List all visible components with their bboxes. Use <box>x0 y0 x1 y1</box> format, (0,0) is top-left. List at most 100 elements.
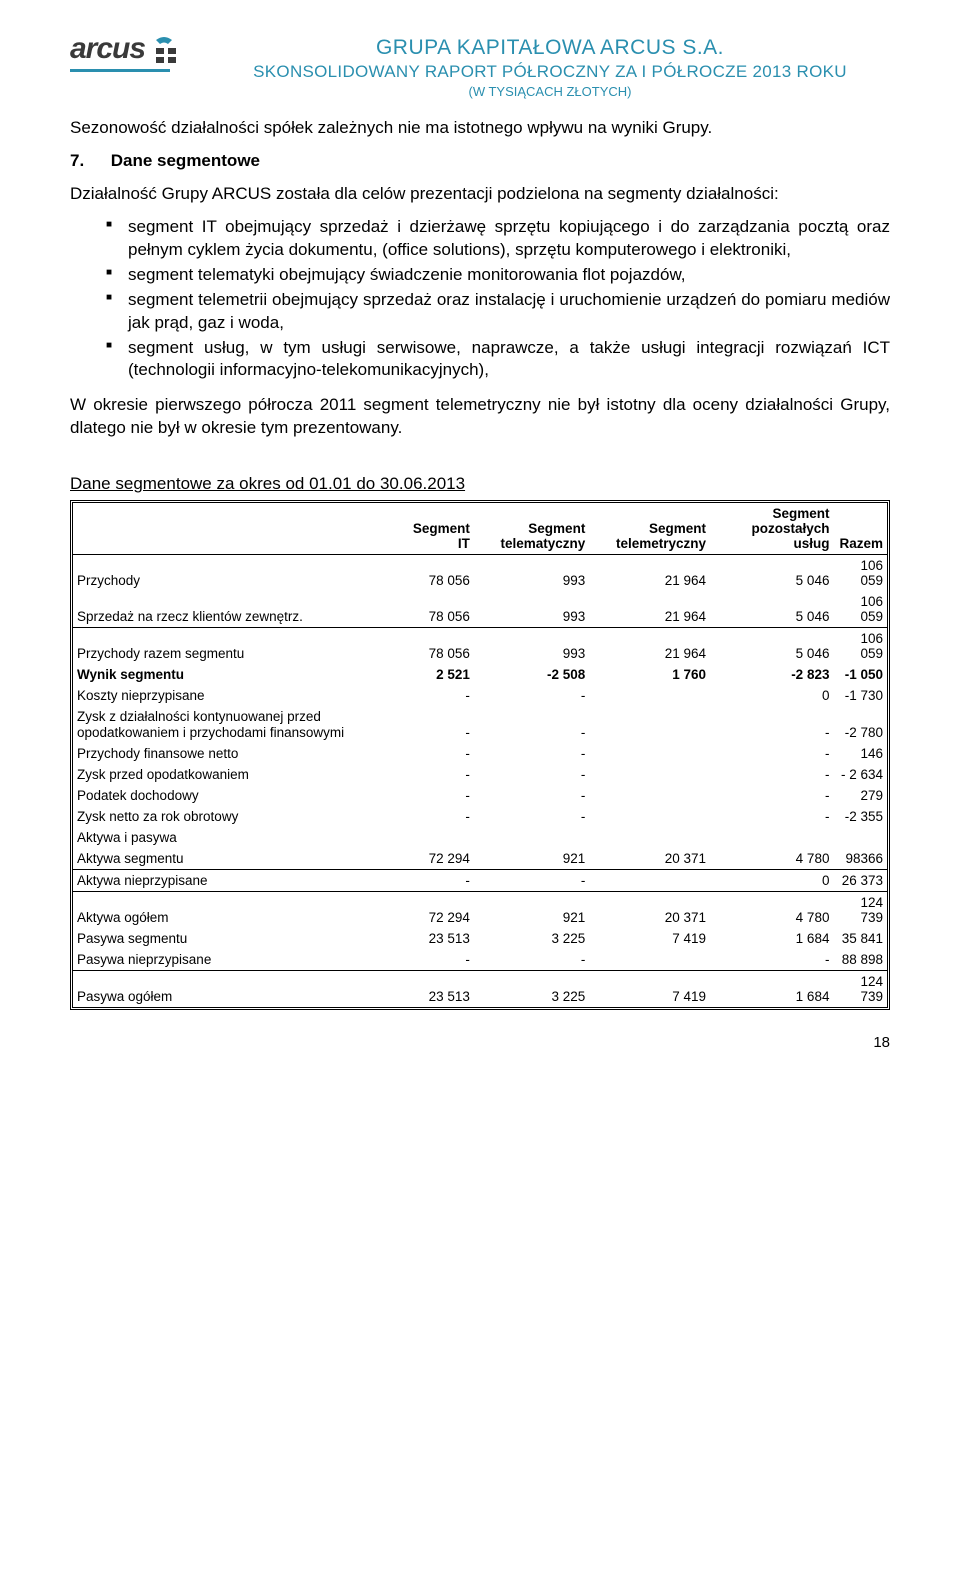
cell-value: - <box>403 764 474 785</box>
cell-value: - <box>403 785 474 806</box>
row-label: Przychody finansowe netto <box>73 743 403 764</box>
cell-value: 146 <box>833 743 887 764</box>
row-label: Pasywa nieprzypisane <box>73 949 403 971</box>
row-label: Aktywa nieprzypisane <box>73 870 403 892</box>
cell-value <box>710 827 833 848</box>
row-label: Aktywa ogółem <box>73 892 403 929</box>
col-header <box>73 503 403 555</box>
table-row: Przychody razem segmentu78 05699321 9645… <box>73 628 887 665</box>
col-header: Segment pozostałych usług <box>710 503 833 555</box>
row-label: Pasywa ogółem <box>73 971 403 1008</box>
table-row: Podatek dochodowy---279 <box>73 785 887 806</box>
table-row: Sprzedaż na rzecz klientów zewnętrz.78 0… <box>73 591 887 628</box>
cell-value: 3 225 <box>474 928 589 949</box>
col-header: Segment telemetryczny <box>589 503 710 555</box>
cell-value: -2 780 <box>833 706 887 743</box>
table-row: Aktywa nieprzypisane--026 373 <box>73 870 887 892</box>
cell-value: - <box>403 706 474 743</box>
logo-icon <box>150 36 184 71</box>
section-number: 7. <box>70 150 106 173</box>
table-row: Pasywa ogółem23 5133 2257 4191 684124 73… <box>73 971 887 1008</box>
cell-value <box>589 949 710 971</box>
cell-value: - <box>710 764 833 785</box>
col-header: Segment IT <box>403 503 474 555</box>
cell-value: - <box>403 949 474 971</box>
cell-value: 993 <box>474 628 589 665</box>
cell-value: 4 780 <box>710 892 833 929</box>
bullet-item: segment telematyki obejmujący świadczeni… <box>70 264 890 287</box>
cell-value: 78 056 <box>403 555 474 592</box>
cell-value: - <box>403 870 474 892</box>
segment-table-frame: Segment IT Segment telematyczny Segment … <box>70 500 890 1010</box>
cell-value: 7 419 <box>589 928 710 949</box>
table-row: Aktywa ogółem72 29492120 3714 780124 739 <box>73 892 887 929</box>
table-header-row: Segment IT Segment telematyczny Segment … <box>73 503 887 555</box>
cell-value: 124 739 <box>833 971 887 1008</box>
table-row: Przychody finansowe netto---146 <box>73 743 887 764</box>
bullet-item: segment usług, w tym usługi serwisowe, n… <box>70 337 890 383</box>
row-label: Zysk przed opodatkowaniem <box>73 764 403 785</box>
bullet-list: segment IT obejmujący sprzedaż i dzierża… <box>70 216 890 383</box>
cell-value: 0 <box>710 685 833 706</box>
header-title-1: GRUPA KAPITAŁOWA ARCUS S.A. <box>210 36 890 60</box>
cell-value <box>589 685 710 706</box>
cell-value <box>589 806 710 827</box>
cell-value: 72 294 <box>403 848 474 870</box>
row-label: Przychody <box>73 555 403 592</box>
row-label: Zysk netto za rok obrotowy <box>73 806 403 827</box>
cell-value: 106 059 <box>833 555 887 592</box>
row-label: Aktywa i pasywa <box>73 827 403 848</box>
cell-value: - <box>403 806 474 827</box>
cell-value: 20 371 <box>589 848 710 870</box>
cell-value: - <box>474 706 589 743</box>
page-header: arcus GRUPA KAPITAŁOWA ARCUS S.A. SKONSO… <box>70 32 890 99</box>
bullet-item: segment IT obejmujący sprzedaż i dzierża… <box>70 216 890 262</box>
cell-value: - <box>474 743 589 764</box>
cell-value: 993 <box>474 591 589 628</box>
table-title: Dane segmentowe za okres od 01.01 do 30.… <box>70 474 890 494</box>
table-row: Aktywa i pasywa <box>73 827 887 848</box>
header-title-2: SKONSOLIDOWANY RAPORT PÓŁROCZNY ZA I PÓŁ… <box>210 62 890 82</box>
cell-value: -2 508 <box>474 664 589 685</box>
cell-value: - <box>710 949 833 971</box>
cell-value: - <box>474 870 589 892</box>
table-row: Pasywa nieprzypisane---88 898 <box>73 949 887 971</box>
cell-value: 88 898 <box>833 949 887 971</box>
intro-paragraph: Sezonowość działalności spółek zależnych… <box>70 117 890 140</box>
table-row: Zysk przed opodatkowaniem---- 2 634 <box>73 764 887 785</box>
cell-value: 0 <box>710 870 833 892</box>
cell-value: 21 964 <box>589 628 710 665</box>
cell-value: - <box>710 785 833 806</box>
cell-value <box>589 743 710 764</box>
cell-value: 106 059 <box>833 591 887 628</box>
table-row: Zysk netto za rok obrotowy----2 355 <box>73 806 887 827</box>
cell-value: 124 739 <box>833 892 887 929</box>
row-label: Podatek dochodowy <box>73 785 403 806</box>
col-header: Razem <box>833 503 887 555</box>
row-label: Aktywa segmentu <box>73 848 403 870</box>
cell-value <box>833 827 887 848</box>
cell-value: - 2 634 <box>833 764 887 785</box>
cell-value: -1 050 <box>833 664 887 685</box>
cell-value: 78 056 <box>403 628 474 665</box>
bullet-item: segment telemetrii obejmujący sprzedaż o… <box>70 289 890 335</box>
row-label: Wynik segmentu <box>73 664 403 685</box>
row-label: Zysk z działalności kontynuowanej przed … <box>73 706 403 743</box>
row-label: Pasywa segmentu <box>73 928 403 949</box>
cell-value: 23 513 <box>403 971 474 1008</box>
cell-value: 993 <box>474 555 589 592</box>
cell-value: 1 684 <box>710 971 833 1008</box>
cell-value <box>474 827 589 848</box>
segment-table: Segment IT Segment telematyczny Segment … <box>73 503 887 1007</box>
cell-value: 1 760 <box>589 664 710 685</box>
table-row: Koszty nieprzypisane--0-1 730 <box>73 685 887 706</box>
cell-value: - <box>710 806 833 827</box>
table-row: Zysk z działalności kontynuowanej przed … <box>73 706 887 743</box>
table-row: Przychody78 05699321 9645 046106 059 <box>73 555 887 592</box>
cell-value: 20 371 <box>589 892 710 929</box>
cell-value: 3 225 <box>474 971 589 1008</box>
cell-value: - <box>474 764 589 785</box>
document-page: arcus GRUPA KAPITAŁOWA ARCUS S.A. SKONSO… <box>0 0 960 1091</box>
cell-value <box>589 706 710 743</box>
cell-value: 2 521 <box>403 664 474 685</box>
